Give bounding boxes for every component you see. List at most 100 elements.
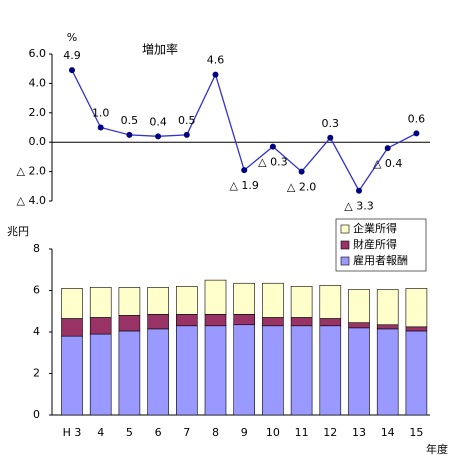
point [69, 67, 75, 74]
y-tick-label: △ 2.0 [17, 165, 46, 178]
bar-segment [262, 282, 284, 318]
bar-segment [319, 318, 342, 327]
bar-segment [204, 279, 227, 315]
y-tick-label: 0 [33, 408, 40, 421]
bar-segment [405, 330, 428, 416]
legend-label: 雇用者報酬 [353, 253, 408, 267]
x-tick-label: 15 [409, 426, 423, 439]
bar-segment [233, 324, 255, 416]
bar-segment [290, 286, 313, 318]
x-tick-label: 8 [212, 426, 219, 439]
bar-segment [204, 314, 227, 327]
point [241, 167, 248, 174]
bar-segment [204, 325, 227, 416]
bar-segment [319, 285, 342, 319]
point [126, 131, 133, 138]
bar-segment [262, 317, 284, 327]
bar-segment [233, 282, 255, 315]
x-tick-label: H 3 [63, 426, 82, 439]
data-label: △ 2.0 [287, 181, 316, 194]
bar-segment [405, 326, 428, 332]
legend-swatch [340, 224, 350, 234]
bar-segment [290, 317, 313, 327]
data-label: △ 0.4 [373, 157, 402, 170]
x-tick-label: 9 [241, 426, 248, 439]
x-tick-label: 11 [295, 426, 309, 439]
data-label: △ 0.3 [258, 156, 287, 169]
bar-segment [262, 325, 284, 416]
legend-label: 企業所得 [353, 221, 397, 235]
bar-segment [376, 324, 399, 330]
y-axis-label: 兆円 [7, 225, 29, 238]
bar-segment [348, 322, 370, 329]
point [413, 130, 420, 137]
bar-segment [89, 317, 112, 335]
bar-segment [376, 289, 399, 326]
y-axis-label: % [67, 31, 77, 44]
y-tick-label: 8 [33, 242, 40, 255]
bar-segment [89, 287, 112, 318]
bar-segment [176, 314, 198, 327]
x-tick-label: 5 [126, 426, 133, 439]
bar-segment [118, 330, 141, 416]
data-label: 0.6 [408, 112, 426, 125]
x-tick-label: 7 [183, 426, 190, 439]
x-axis-label: 年度 [426, 442, 448, 456]
bar-segment [233, 314, 255, 326]
legend-label: 財産所得 [353, 237, 397, 251]
bar-segment [348, 327, 370, 416]
x-tick-label: 6 [155, 426, 162, 439]
bar-segment [61, 318, 83, 337]
bar-segment [147, 287, 169, 315]
data-label: 4.6 [207, 54, 225, 67]
bar-segment [376, 328, 399, 416]
y-tick-label: 2.0 [29, 106, 47, 119]
point [356, 187, 362, 194]
y-tick-label: 6.0 [29, 47, 47, 60]
y-tick-label: △ 4.0 [17, 194, 46, 207]
bar-segment [147, 314, 169, 330]
bar-segment [176, 325, 198, 416]
chart-title: 増加率 [142, 42, 178, 57]
y-tick-label: 4 [33, 325, 40, 338]
x-tick-label: 14 [381, 426, 395, 439]
data-label: △ 1.9 [229, 179, 258, 192]
x-tick-label: 12 [323, 426, 337, 439]
y-tick-label: 0.0 [29, 135, 47, 148]
legend-swatch [340, 240, 350, 250]
point [384, 145, 391, 152]
point [327, 134, 334, 141]
bar-segment [290, 325, 313, 416]
bar-segment [176, 286, 198, 315]
bar-segment [348, 289, 370, 323]
bar-segment [61, 335, 83, 416]
x-tick-label: 4 [97, 426, 104, 439]
point [298, 168, 305, 175]
y-tick-label: 4.0 [29, 76, 47, 89]
y-tick-label: 2 [33, 367, 40, 380]
data-label: △ 3.3 [344, 200, 373, 213]
bar-segment [89, 333, 112, 416]
bar-segment [147, 328, 169, 416]
x-tick-label: 13 [352, 426, 366, 439]
point [212, 71, 219, 78]
bar-segment [405, 288, 428, 328]
data-label: 1.0 [92, 107, 110, 120]
data-label: 0.3 [322, 117, 340, 130]
legend-box [335, 218, 427, 272]
bar-segment [61, 288, 83, 319]
x-tick-label: 10 [266, 426, 280, 439]
legend-swatch [340, 256, 350, 266]
data-label: 0.4 [149, 115, 167, 128]
point [155, 133, 162, 140]
y-tick-label: 6 [33, 284, 40, 297]
point [97, 124, 104, 131]
point [269, 143, 276, 150]
data-label: 0.5 [121, 114, 139, 127]
bar-segment [118, 287, 141, 316]
data-label: 0.5 [178, 114, 196, 127]
bar-segment [118, 315, 141, 332]
point [183, 131, 190, 138]
data-label: 4.9 [63, 49, 81, 62]
